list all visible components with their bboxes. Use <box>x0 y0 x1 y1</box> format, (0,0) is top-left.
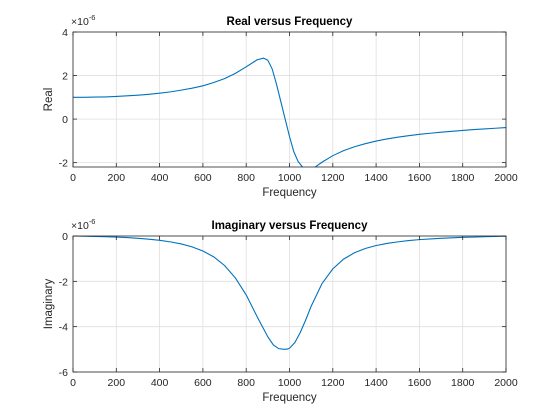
x-axis-label: Frequency <box>262 187 317 199</box>
x-tick-label: 400 <box>151 377 169 389</box>
x-tick-label: 600 <box>194 377 212 389</box>
x-tick-label: 1600 <box>408 172 432 184</box>
x-tick-label: 1000 <box>278 377 302 389</box>
series-line-1 <box>73 57 506 167</box>
x-tick-label: 2000 <box>494 377 518 389</box>
x-tick-label: 800 <box>237 377 255 389</box>
subplot-2: 0 200 400 600 800 1000 1200 1400 1600 1800 2000 -6 -… <box>43 217 518 404</box>
y-exponent-label: ×10-6 <box>71 13 95 28</box>
y-axis-label: Real <box>43 88 55 112</box>
x-tick-label: 0 <box>70 172 76 184</box>
y-tick-label: -6 <box>59 367 68 379</box>
x-tick-label: 0 <box>70 377 76 389</box>
x-tick-label: 1400 <box>364 172 388 184</box>
x-axis-label: Frequency <box>262 392 317 404</box>
x-tick-label: 400 <box>151 172 169 184</box>
y-tick-label: -2 <box>59 158 68 170</box>
x-tick-label: 1600 <box>408 377 432 389</box>
y-tick-label: -2 <box>59 276 68 288</box>
x-tick-label: 200 <box>108 377 126 389</box>
y-tick-label: 0 <box>62 114 68 126</box>
x-tick-label: 1000 <box>278 172 302 184</box>
y-tick-label: -4 <box>59 322 68 334</box>
x-tick-label: 1800 <box>451 172 475 184</box>
x-tick-label: 2000 <box>494 172 518 184</box>
y-exponent-label: ×10-6 <box>71 217 95 232</box>
x-tick-label: 200 <box>108 172 126 184</box>
x-tick-label: 600 <box>194 172 212 184</box>
x-tick-label: 1200 <box>321 377 345 389</box>
subplot-1: 0 200 400 600 800 1000 1200 1400 1600 1800 2000-20… <box>43 13 518 199</box>
x-tick-label: 1800 <box>451 377 475 389</box>
x-tick-label: 1400 <box>364 377 388 389</box>
y-axis-label: Imaginary <box>43 279 55 330</box>
series-line-1 <box>73 236 506 350</box>
x-tick-label: 800 <box>237 172 255 184</box>
y-tick-label: 2 <box>62 71 68 83</box>
subplot-title: Imaginary versus Frequency <box>212 220 369 232</box>
y-tick-label: 4 <box>62 27 68 39</box>
y-tick-label: 0 <box>62 231 68 243</box>
x-tick-label: 1200 <box>321 172 345 184</box>
subplot-title: Real versus Frequency <box>227 16 354 28</box>
